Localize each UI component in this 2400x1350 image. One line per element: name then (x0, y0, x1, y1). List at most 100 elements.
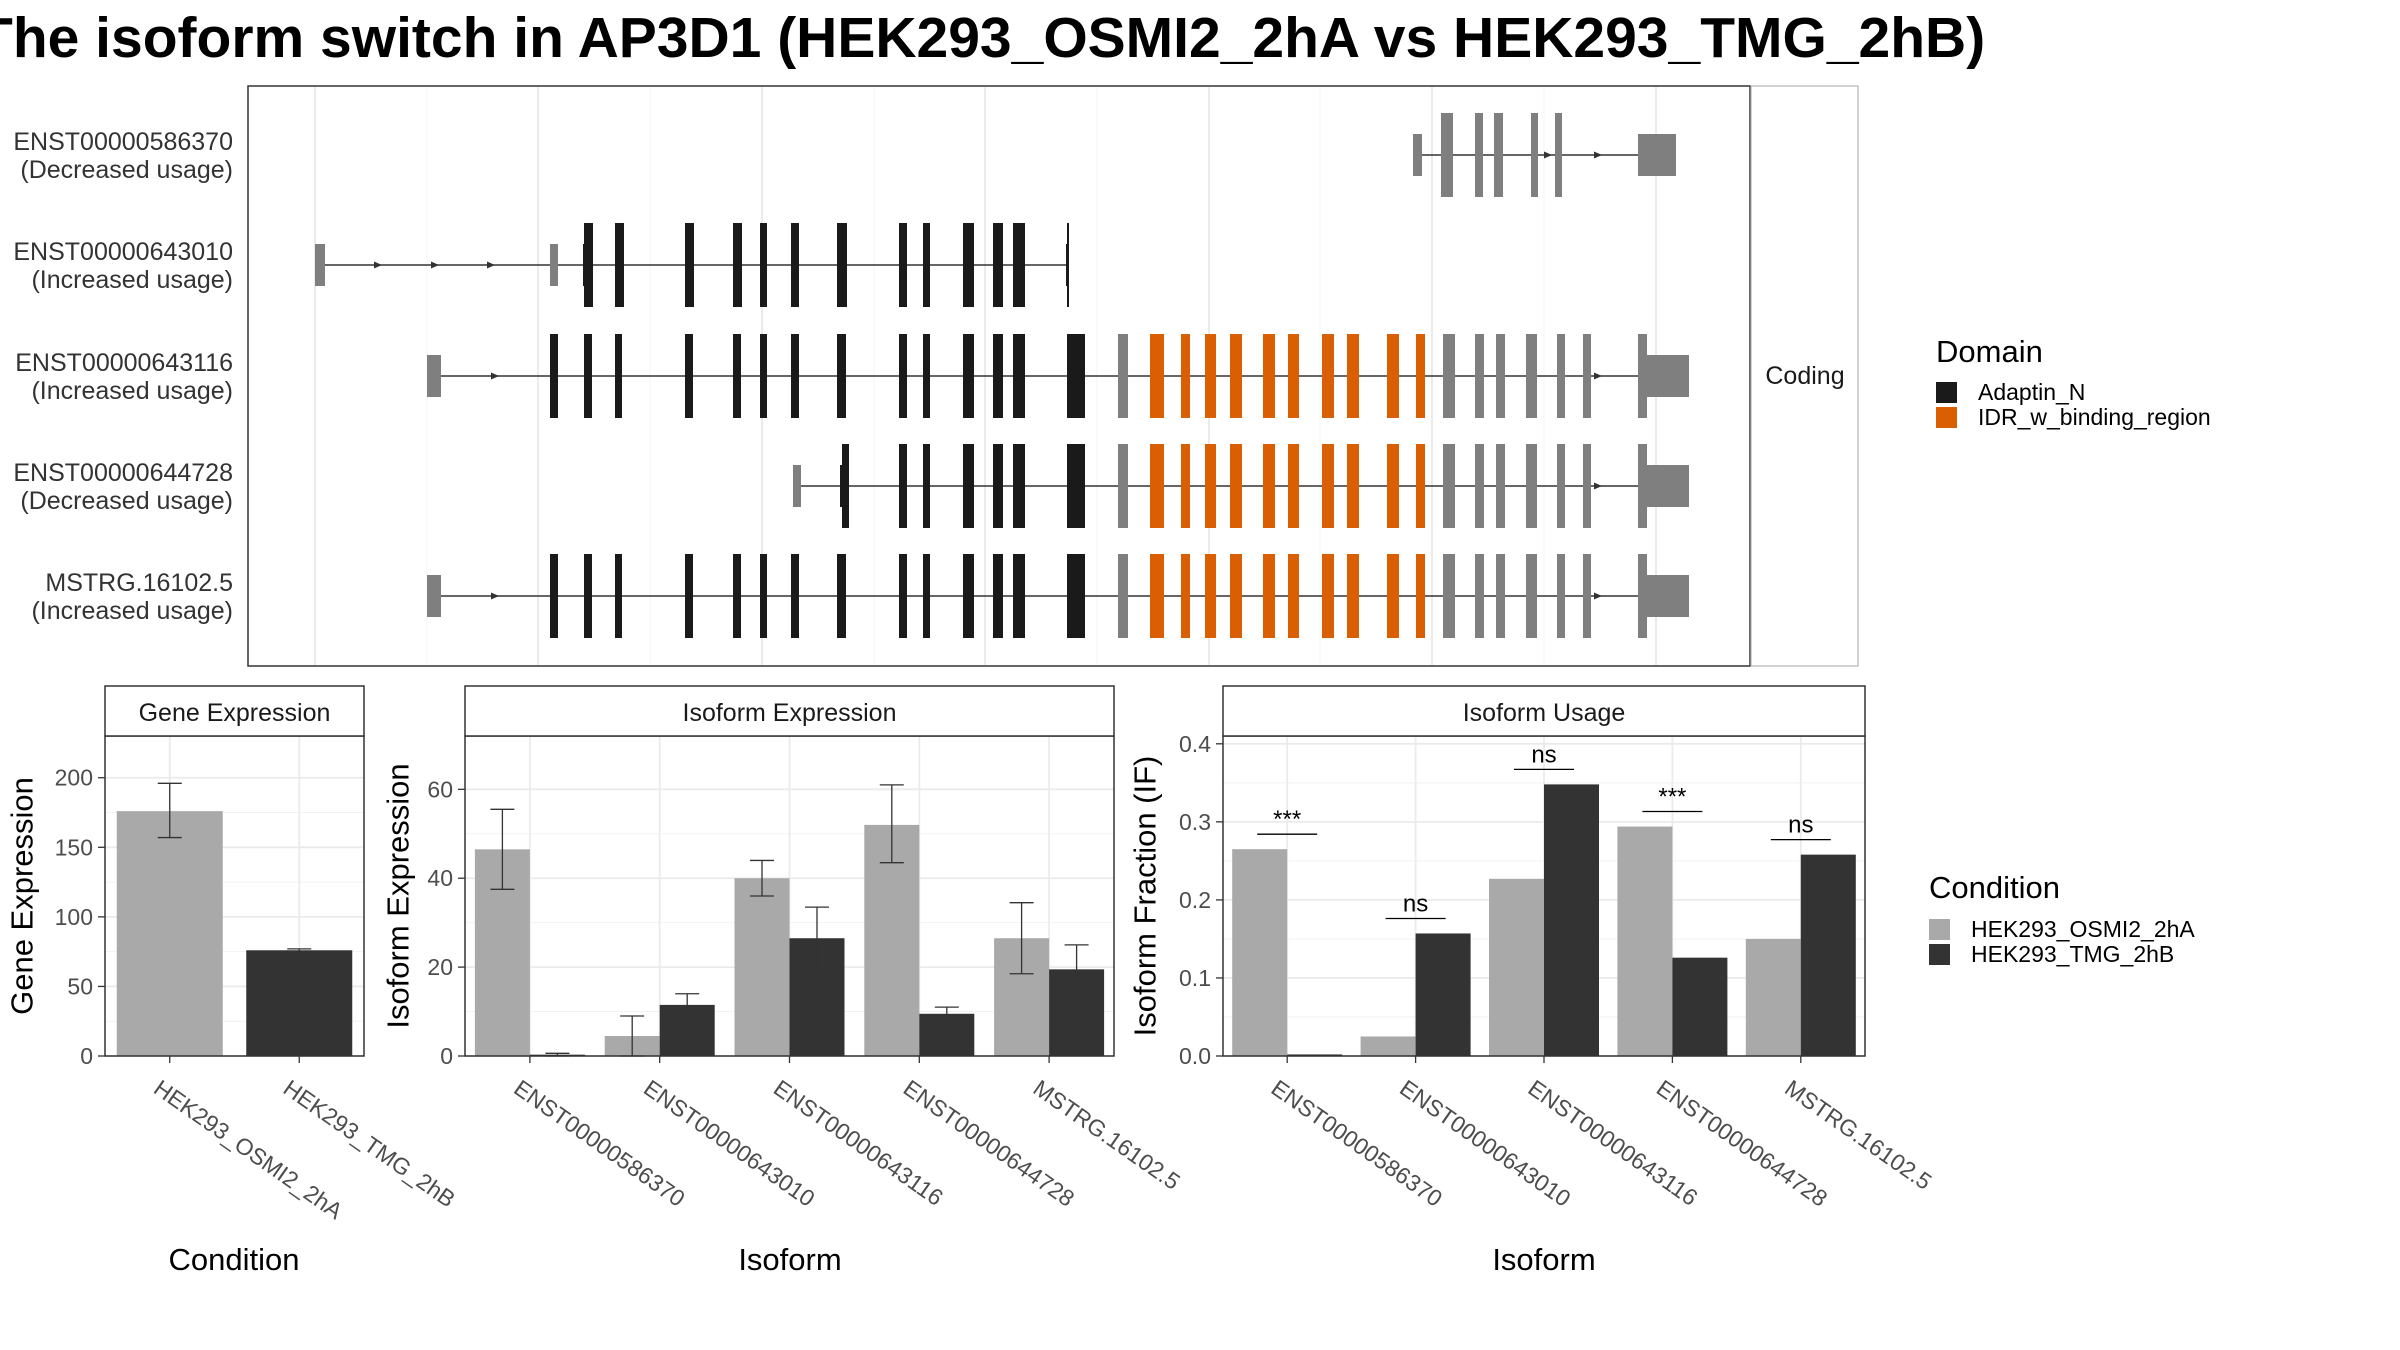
exon-coding (1067, 444, 1085, 528)
bar (116, 811, 223, 1056)
bar (1672, 957, 1728, 1056)
exon-coding (550, 334, 558, 418)
transcript-track (1413, 113, 1676, 197)
bar (864, 824, 920, 1056)
exon-coding (1288, 554, 1299, 638)
exon-coding (1441, 113, 1453, 197)
domain-legend-label: IDR_w_binding_region (1978, 404, 2211, 430)
condition-legend-title: Condition (1929, 870, 2060, 905)
exon-coding (923, 223, 930, 307)
transcript-track (427, 334, 1689, 418)
exon-coding (899, 554, 907, 638)
transcript-id-label: ENST00000643116 (15, 349, 233, 377)
error-bar (1009, 902, 1034, 975)
significance-label: ns (1403, 890, 1428, 917)
bar (1489, 878, 1544, 1056)
x-axis-title: Isoform (1492, 1242, 1595, 1277)
exon-coding (1475, 334, 1484, 418)
exon-coding (1013, 444, 1025, 528)
transcript-id-label: ENST00000586370 (13, 128, 233, 156)
domain-legend-title: Domain (1936, 334, 2043, 369)
transcript-usage-label: (Increased usage) (31, 266, 233, 294)
exon-coding (760, 334, 767, 418)
exon-coding (1263, 334, 1275, 418)
exon-coding (1230, 554, 1242, 638)
condition-legend-swatch (1929, 919, 1950, 940)
exon-coding (837, 334, 846, 418)
exon-coding (1638, 444, 1647, 528)
exon-coding (584, 223, 593, 307)
exon-coding (791, 334, 799, 418)
exon-coding (1347, 444, 1359, 528)
y-axis-title: Isoform Expression (381, 763, 416, 1028)
exon-coding (1150, 334, 1164, 418)
structure-panel: Coding ENST00000586370(Decreased usage) E… (13, 85, 1859, 667)
exon-coding (1526, 444, 1537, 528)
exon-noncoding (427, 355, 441, 397)
facet-strip (1222, 685, 1866, 737)
exon-coding (1583, 334, 1591, 418)
transcript-id-label: MSTRG.16102.5 (45, 569, 233, 597)
transcript-track (427, 554, 1689, 638)
strand-arrow (491, 372, 499, 380)
error-bar (934, 1006, 959, 1022)
exon-coding (993, 334, 1003, 418)
domain-legend-label: Adaptin_N (1978, 379, 2085, 405)
exon-coding (1118, 334, 1128, 418)
exon-coding (1205, 444, 1216, 528)
exon-coding (791, 554, 799, 638)
y-tick-label: 20 (427, 954, 453, 980)
exon-noncoding (793, 465, 801, 507)
exon-coding (1150, 554, 1164, 638)
exon-coding (550, 554, 558, 638)
exon-coding (1013, 223, 1025, 307)
exon-coding (733, 554, 741, 638)
exon-utr (1645, 575, 1689, 617)
exon-coding (899, 334, 907, 418)
exon-coding (1557, 444, 1565, 528)
exon-coding (1181, 334, 1190, 418)
bar (1415, 933, 1471, 1056)
exon-coding (899, 444, 907, 528)
y-tick-label: 200 (55, 765, 93, 791)
exon-coding (791, 223, 799, 307)
significance-label: *** (1273, 806, 1301, 833)
structure-strip-label: Coding (1765, 362, 1844, 390)
exon-coding (760, 223, 767, 307)
exon-noncoding (550, 244, 558, 286)
exon-coding (963, 444, 974, 528)
y-tick-label: 0.3 (1179, 809, 1211, 835)
domain-legend-swatch (1936, 382, 1957, 403)
x-axis-title: Condition (169, 1242, 300, 1277)
exon-coding (584, 334, 592, 418)
exon-coding (1150, 444, 1164, 528)
exon-coding (1322, 554, 1334, 638)
bar (1360, 1036, 1416, 1056)
exon-noncoding (315, 244, 325, 286)
y-tick-label: 0.0 (1179, 1043, 1211, 1069)
y-tick-label: 60 (427, 776, 453, 802)
exon-coding (1118, 554, 1128, 638)
exon-coding (1416, 444, 1425, 528)
exon-coding (1263, 444, 1275, 528)
exon-coding (1181, 444, 1190, 528)
condition-legend-label: HEK293_OSMI2_2hA (1971, 916, 2195, 942)
bar (1745, 938, 1801, 1056)
significance-label: ns (1531, 741, 1556, 768)
exon-coding (963, 334, 974, 418)
significance-label: *** (1658, 784, 1686, 811)
exon-coding (1181, 554, 1190, 638)
exon-coding (1387, 444, 1399, 528)
exon-coding (923, 334, 930, 418)
exon-coding (1230, 334, 1242, 418)
exon-coding (963, 554, 974, 638)
strand-arrow (1544, 151, 1552, 159)
exon-coding (1230, 444, 1242, 528)
exon-coding (1387, 554, 1399, 638)
exon-coding (1443, 444, 1455, 528)
exon-coding (1013, 554, 1025, 638)
transcript-usage-label: (Decreased usage) (20, 156, 233, 184)
error-bar (879, 784, 904, 864)
exon-coding (1288, 334, 1299, 418)
